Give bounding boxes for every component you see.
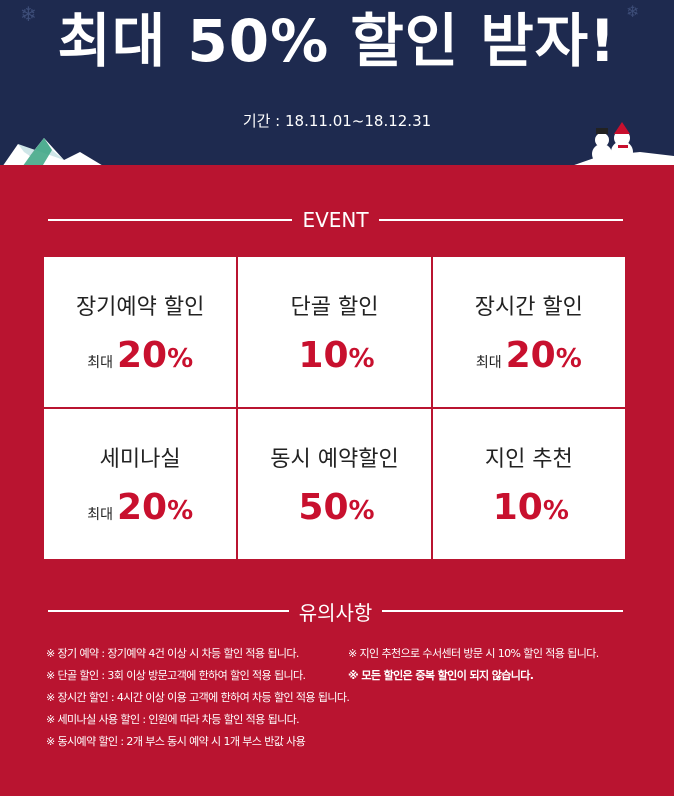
discount-unit: % xyxy=(167,343,194,374)
discount-number: 10 xyxy=(492,486,543,528)
snowflake-icon: ❄ xyxy=(626,2,640,21)
divider xyxy=(48,219,293,221)
notes-title-row: 유의사항 xyxy=(48,597,624,625)
discount-name: 동시 예약할인 xyxy=(270,446,399,472)
note-item: ※ 지인 추천으로 수서센터 방문 시 10% 할인 적용 됩니다. xyxy=(348,647,599,660)
event-title: EVENT xyxy=(302,208,369,232)
discount-unit: % xyxy=(348,495,375,526)
discount-name: 장기예약 할인 xyxy=(75,294,205,320)
note-item: ※ 장시간 할인 : 4시간 이상 이용 고객에 한하여 차등 할인 적용 됩니… xyxy=(46,691,350,704)
discount-number: 20 xyxy=(116,334,168,376)
discount-name: 지인 추천 xyxy=(484,446,573,472)
discount-number: 20 xyxy=(116,486,168,528)
event-title-row: EVENT xyxy=(48,206,624,234)
divider xyxy=(48,610,289,612)
discount-name: 세미나실 xyxy=(99,446,181,472)
discount-number: 20 xyxy=(505,334,556,376)
discount-grid: 장기예약 할인 최대 20 % 단골 할인 10 % 장시간 할인 최대 xyxy=(44,257,625,559)
note-item: ※ 동시예약 할인 : 2개 부스 동시 예약 시 1개 부스 반값 사용 xyxy=(46,735,306,748)
discount-unit: % xyxy=(555,343,582,374)
discount-value: 10 % xyxy=(294,335,374,376)
discount-card-seminar: 세미나실 최대 20 % xyxy=(44,409,237,559)
discount-name: 단골 할인 xyxy=(290,294,379,320)
discount-card-regular: 단골 할인 10 % xyxy=(238,257,431,407)
note-item: ※ 장기 예약 : 장기예약 4건 이상 시 차등 할인 적용 됩니다. xyxy=(46,647,299,660)
headline: 최대 50% 할인 받자! xyxy=(57,7,617,75)
discount-number: 10 xyxy=(298,334,349,376)
discount-number: 50 xyxy=(298,486,349,528)
divider xyxy=(382,610,624,612)
notes-left-column: ※ 장기 예약 : 장기예약 4건 이상 시 차등 할인 적용 됩니다. ※ 단… xyxy=(46,643,350,753)
discount-unit: % xyxy=(167,495,194,526)
divider xyxy=(378,219,624,221)
notes-title: 유의사항 xyxy=(298,600,373,625)
hero-banner: ❄ ❄ 최대 50% 할인 받자! 기간 : 18.11.01~18.12.31 xyxy=(0,0,674,168)
discount-value: 최대 20 % xyxy=(87,487,193,528)
discount-value: 최대 20 % xyxy=(476,335,582,376)
discount-prefix: 최대 xyxy=(87,506,113,523)
snowman-icon xyxy=(592,122,633,164)
notes-right-column: ※ 지인 추천으로 수서센터 방문 시 10% 할인 적용 됩니다. ※ 모든 … xyxy=(348,643,638,687)
note-item-emphasis: ※ 모든 할인은 중복 할인이 되지 않습니다. xyxy=(348,669,534,682)
discount-unit: % xyxy=(542,495,569,526)
note-item: ※ 단골 할인 : 3회 이상 방문고객에 한하여 할인 적용 됩니다. xyxy=(46,669,306,682)
event-period: 기간 : 18.11.01~18.12.31 xyxy=(242,112,432,130)
discount-card-long-term: 장기예약 할인 최대 20 % xyxy=(44,257,237,407)
discount-card-long-hours: 장시간 할인 최대 20 % xyxy=(432,257,625,407)
discount-value: 10 % xyxy=(489,487,569,528)
discount-value: 50 % xyxy=(294,487,374,528)
snowy-hills-illustration xyxy=(1,138,674,168)
note-item: ※ 세미나실 사용 할인 : 인원에 따라 차등 할인 적용 됩니다. xyxy=(46,713,300,726)
discount-card-simultaneous: 동시 예약할인 50 % xyxy=(238,409,431,559)
discount-unit: % xyxy=(348,343,375,374)
snowflake-icon: ❄ xyxy=(20,2,37,26)
discount-card-referral: 지인 추천 10 % xyxy=(432,409,625,559)
event-section: EVENT 장기예약 할인 최대 20 % 단골 할인 10 % xyxy=(0,165,674,796)
discount-prefix: 최대 xyxy=(87,354,113,371)
discount-prefix: 최대 xyxy=(475,354,502,371)
discount-value: 최대 20 % xyxy=(87,335,193,376)
discount-name: 장시간 할인 xyxy=(474,294,583,320)
